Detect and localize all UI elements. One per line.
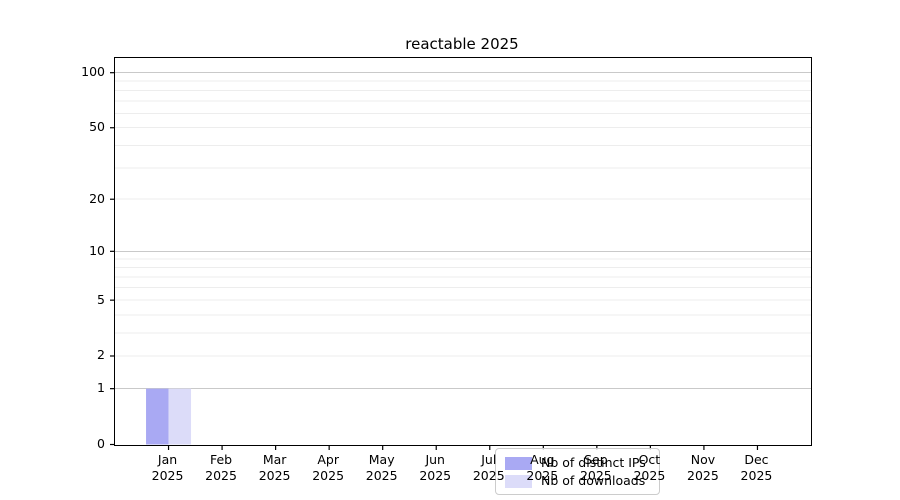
y-tick-label: 1 [97,380,105,396]
plot-area: Nb of distinct IPs Nb of downloads [110,57,812,495]
x-tick-label: Nov 2025 [687,452,719,483]
legend-label-downloads: Nb of downloads [541,473,646,488]
y-tick-label: 10 [89,242,105,258]
x-tick-label: Jan 2025 [151,452,184,483]
legend-swatch-distinct-ips [505,456,532,470]
x-tick-label: Jul 2025 [472,452,505,483]
x-tick-label: Apr 2025 [312,452,345,483]
y-tick-label: 20 [89,190,105,206]
x-tick-label: Aug 2025 [526,452,559,483]
y-tick-label: 2 [97,347,105,363]
plot-canvas [110,72,811,450]
legend-item-downloads: Nb of downloads [505,473,650,489]
x-tick-label: Dec 2025 [740,452,773,483]
bar-nb-of-distinct-ips [146,388,169,445]
x-tick-label: May 2025 [365,452,398,483]
legend-label-distinct-ips: Nb of distinct IPs [541,455,646,470]
legend: Nb of distinct IPs Nb of downloads [495,448,660,495]
x-tick-label: Mar 2025 [258,452,291,483]
legend-item-distinct-ips: Nb of distinct IPs [505,455,650,471]
legend-swatch-downloads [505,474,532,488]
y-tick-label: 50 [89,119,105,135]
chart-title: reactable 2025 [405,35,519,53]
bar-nb-of-downloads [168,388,192,445]
y-tick-label: 5 [97,291,105,307]
y-tick-label: 100 [81,64,105,80]
y-tick-label: 0 [97,436,105,451]
x-tick-label: Feb 2025 [205,452,237,483]
x-tick-label: Oct 2025 [633,452,666,483]
x-tick-label: Jun 2025 [419,452,452,483]
x-tick-label: Sep 2025 [579,452,612,483]
